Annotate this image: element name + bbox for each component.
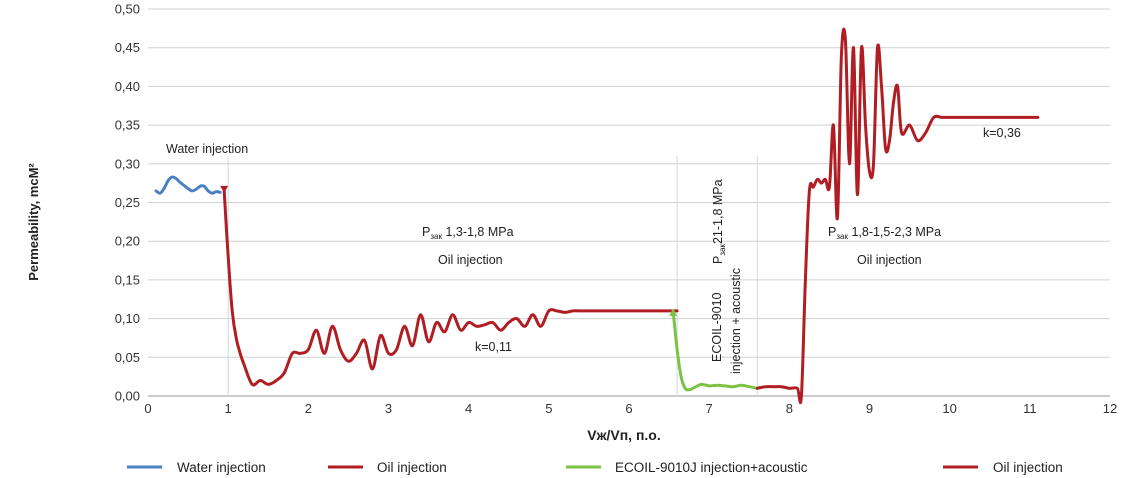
x-tick-label: 10 (942, 401, 956, 416)
y-axis-title: Permeability, mcM² (26, 163, 41, 281)
annotation-k-011: k=0,11 (475, 340, 512, 354)
x-tick-label: 3 (385, 401, 392, 416)
x-tick-label: 2 (305, 401, 312, 416)
annotation-water-injection: Water injection (166, 142, 248, 156)
y-tick-label: 0,10 (115, 311, 140, 326)
x-tick-label: 11 (1023, 401, 1037, 416)
y-tick-label: 0,30 (115, 156, 140, 171)
x-tick-label: 4 (465, 401, 472, 416)
y-tick-label: 0,35 (115, 118, 140, 133)
y-tick-label: 0,00 (115, 389, 140, 404)
legend-label-oil-injection: Oil injection (377, 460, 447, 475)
y-tick-label: 0,45 (115, 40, 140, 55)
annotation-pressure-2: Pзак21-1,8 MPa (711, 179, 727, 264)
x-tick-label: 9 (866, 401, 873, 416)
annotation-ecoil-1: ECOIL-9010 (710, 292, 724, 362)
x-tick-label: 8 (786, 401, 793, 416)
x-tick-label: 5 (545, 401, 552, 416)
y-tick-label: 0,15 (115, 272, 140, 287)
x-tick-label: 6 (625, 401, 632, 416)
series-oil-injection-2 (755, 27, 1040, 405)
series-end-marker (220, 185, 229, 193)
annotation-k-036: k=0,36 (983, 126, 1021, 140)
series-water-injection (154, 175, 222, 195)
annotation-oil-injection-2: Oil injection (857, 253, 922, 267)
y-tick-labels: 0,00 0,05 0,10 0,15 0,20 0,25 0,30 0,35 0,40 0,45… (115, 2, 140, 404)
legend: Water injection Oil injection ECOIL-9010… (127, 460, 1063, 475)
legend-label-oil-injection-2: Oil injection (993, 460, 1063, 475)
x-tick-label: 7 (706, 401, 713, 416)
legend-label-water-injection: Water injection (177, 460, 266, 475)
series-lines (154, 27, 1040, 405)
series-ecoil-injection (671, 309, 759, 392)
grid-lines (148, 8, 1110, 397)
x-tick-label: 12 (1103, 401, 1117, 416)
x-tick-label: 1 (225, 401, 232, 416)
annotation-pressure-1: Pзак 1,3-1,8 MPa (422, 225, 514, 241)
y-tick-label: 0,20 (115, 234, 140, 249)
series-end-marker (669, 308, 678, 316)
y-tick-label: 0,05 (115, 350, 140, 365)
annotation-oil-injection-1: Oil injection (438, 253, 503, 267)
x-tick-labels: 0 1 2 3 4 5 6 7 8 9 10 11 12 (144, 401, 1117, 416)
legend-label-ecoil-injection: ECOIL-9010J injection+acoustic (615, 460, 808, 475)
annotation-ecoil-2: injection + acoustic (729, 268, 743, 374)
annotation-pressure-3: Pзак 1,8-1,5-2,3 MPa (828, 225, 941, 241)
y-tick-label: 0,50 (115, 2, 140, 17)
x-axis-title: Vж/Vп, п.о. (587, 427, 661, 443)
x-tick-label: 0 (144, 401, 151, 416)
y-tick-label: 0,25 (115, 195, 140, 210)
series-oil-injection-1 (222, 189, 679, 387)
y-tick-label: 0,40 (115, 79, 140, 94)
